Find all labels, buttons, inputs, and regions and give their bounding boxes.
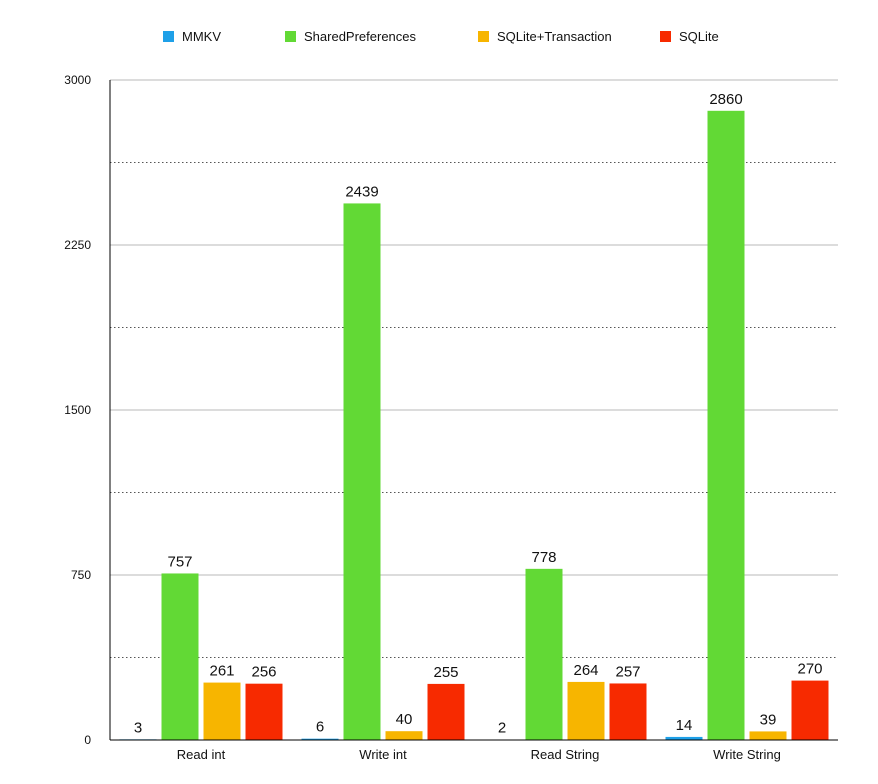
- x-tick-label-read-int: Read int: [177, 747, 226, 762]
- data-label-sqlite-transaction-read-string: 264: [573, 662, 598, 679]
- legend-swatch-sharedpreferences: [285, 31, 296, 42]
- x-tick-labels: Read int Write int Read String Write String: [177, 747, 781, 762]
- data-label-sharedpreferences-write-string: 2860: [709, 91, 742, 108]
- data-label-mmkv-write-string: 14: [676, 717, 693, 734]
- data-label-mmkv-read-string: 2: [498, 720, 506, 737]
- legend-label-sqlite-transaction: SQLite+Transaction: [497, 29, 612, 44]
- x-tick-label-read-string: Read String: [531, 747, 600, 762]
- bar-sqlite-write-string: [791, 680, 829, 740]
- y-tick-label: 0: [84, 733, 91, 747]
- bar-sqlite-read-string: [609, 683, 647, 740]
- data-label-sqlite-write-int: 255: [433, 664, 458, 681]
- bar-mmkv-write-int: [301, 738, 339, 740]
- data-label-mmkv-write-int: 6: [316, 719, 324, 736]
- bar-sqlite-read-int: [245, 683, 283, 740]
- bar-sqlite-transaction-write-string: [749, 731, 787, 740]
- bar-sqlite-transaction-write-int: [385, 731, 423, 740]
- bar-sqlite-transaction-read-int: [203, 682, 241, 740]
- bar-sqlite-write-int: [427, 683, 465, 740]
- legend-swatch-mmkv: [163, 31, 174, 42]
- data-label-sharedpreferences-read-int: 757: [167, 553, 192, 570]
- legend-swatch-sqlite-transaction: [478, 31, 489, 42]
- data-label-sqlite-read-int: 256: [251, 664, 276, 681]
- data-label-sharedpreferences-write-int: 2439: [345, 183, 378, 200]
- legend: MMKV SharedPreferences SQLite+Transaction S…: [163, 29, 719, 44]
- y-tick-label: 2250: [64, 238, 91, 252]
- x-tick-label-write-int: Write int: [359, 747, 407, 762]
- bar-mmkv-write-string: [665, 736, 703, 740]
- y-tick-labels: 0 750 1500 2250 3000: [64, 73, 91, 747]
- y-tick-label: 3000: [64, 73, 91, 87]
- bar-sharedpreferences-read-int: [161, 573, 199, 740]
- x-tick-label-write-string: Write String: [713, 747, 781, 762]
- data-label-sharedpreferences-read-string: 778: [531, 549, 556, 566]
- data-label-sqlite-transaction-write-string: 39: [760, 711, 777, 728]
- y-tick-label: 750: [71, 568, 91, 582]
- y-tick-label: 1500: [64, 403, 91, 417]
- legend-label-sqlite: SQLite: [679, 29, 719, 44]
- bar-sharedpreferences-write-string: [707, 110, 745, 741]
- grid-lines: [110, 79, 838, 658]
- data-label-sqlite-transaction-read-int: 261: [209, 663, 234, 680]
- data-label-sqlite-transaction-write-int: 40: [396, 711, 413, 728]
- bar-sharedpreferences-write-int: [343, 203, 381, 741]
- legend-swatch-sqlite: [660, 31, 671, 42]
- bars: [119, 110, 829, 741]
- bar-sqlite-transaction-read-string: [567, 681, 605, 740]
- data-label-sqlite-read-string: 257: [615, 663, 640, 680]
- data-labels: 3 757 261 256 6 2439 40 255 2 778 264 257 14 2860 39 27…: [134, 91, 823, 737]
- bar-sharedpreferences-read-string: [525, 568, 563, 740]
- axes: [109, 80, 838, 741]
- data-label-sqlite-write-string: 270: [797, 661, 822, 678]
- legend-label-mmkv: MMKV: [182, 29, 221, 44]
- data-label-mmkv-read-int: 3: [134, 719, 142, 736]
- legend-label-sharedpreferences: SharedPreferences: [304, 29, 417, 44]
